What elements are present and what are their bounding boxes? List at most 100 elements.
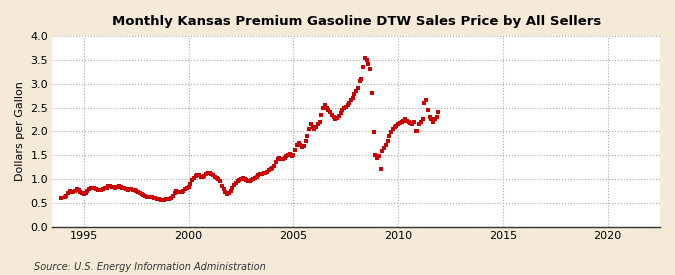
Point <box>192 173 202 177</box>
Point <box>372 155 383 160</box>
Point <box>220 190 231 194</box>
Point <box>115 184 126 189</box>
Point <box>288 153 299 157</box>
Point <box>74 188 84 192</box>
Point <box>314 120 325 124</box>
Point <box>68 190 79 194</box>
Point <box>221 192 232 196</box>
Point <box>129 188 140 192</box>
Point <box>298 144 309 148</box>
Point <box>370 153 381 157</box>
Point <box>138 192 148 197</box>
Point <box>304 127 315 131</box>
Point <box>134 191 145 196</box>
Point <box>80 191 91 196</box>
Point <box>215 179 225 183</box>
Point <box>72 187 82 192</box>
Point <box>225 189 236 193</box>
Point <box>379 146 389 150</box>
Point <box>211 176 222 180</box>
Point <box>86 186 97 191</box>
Point <box>77 191 88 196</box>
Point <box>265 167 276 172</box>
Point <box>250 176 261 180</box>
Point <box>286 154 297 158</box>
Point <box>209 174 220 179</box>
Point <box>167 194 178 198</box>
Point <box>310 124 321 129</box>
Point <box>173 190 184 194</box>
Point <box>424 115 435 119</box>
Point <box>384 134 395 138</box>
Point <box>103 184 114 188</box>
Point <box>256 172 267 176</box>
Point <box>306 122 317 127</box>
Point <box>232 179 243 183</box>
Point <box>375 167 386 172</box>
Point <box>431 115 442 119</box>
Point <box>188 175 199 180</box>
Point <box>377 149 388 153</box>
Point <box>180 187 190 192</box>
Point <box>185 182 196 186</box>
Point <box>276 157 287 161</box>
Point <box>128 188 138 192</box>
Point <box>382 139 393 143</box>
Point <box>295 142 306 147</box>
Point <box>140 193 151 198</box>
Point <box>239 177 250 181</box>
Point <box>217 184 227 188</box>
Point <box>330 117 341 122</box>
Point <box>66 190 77 194</box>
Point <box>428 120 439 124</box>
Point <box>277 157 288 161</box>
Point <box>407 122 418 127</box>
Point <box>208 173 219 177</box>
Point <box>307 124 318 129</box>
Point <box>337 108 348 112</box>
Point <box>340 104 351 109</box>
Point <box>349 92 360 97</box>
Point <box>101 185 112 190</box>
Point <box>155 198 166 202</box>
Point <box>346 98 356 103</box>
Point <box>363 62 374 66</box>
Point <box>396 120 407 124</box>
Point <box>230 181 241 185</box>
Point <box>271 160 281 164</box>
Point <box>241 178 252 182</box>
Point <box>169 191 180 196</box>
Point <box>143 195 154 199</box>
Point <box>369 130 379 134</box>
Point <box>391 123 402 128</box>
Point <box>415 120 426 124</box>
Point <box>110 185 121 190</box>
Point <box>358 65 369 69</box>
Point <box>255 172 266 176</box>
Point <box>344 101 354 105</box>
Point <box>105 184 115 188</box>
Point <box>120 187 131 192</box>
Point <box>141 194 152 199</box>
Point <box>183 184 194 189</box>
Point <box>213 177 223 181</box>
Point <box>348 96 358 100</box>
Point <box>300 139 311 143</box>
Point <box>292 142 302 147</box>
Point <box>157 198 168 202</box>
Point <box>63 191 74 196</box>
Point <box>260 171 271 175</box>
Point <box>290 148 300 153</box>
Point <box>354 79 365 84</box>
Point <box>171 189 182 194</box>
Point <box>251 174 262 179</box>
Point <box>351 89 362 93</box>
Point <box>284 152 295 156</box>
Point <box>99 186 110 191</box>
Point <box>175 190 186 194</box>
Point <box>387 127 398 131</box>
Point <box>113 184 124 188</box>
Point <box>433 110 443 114</box>
Point <box>313 122 323 127</box>
Point <box>200 172 211 176</box>
